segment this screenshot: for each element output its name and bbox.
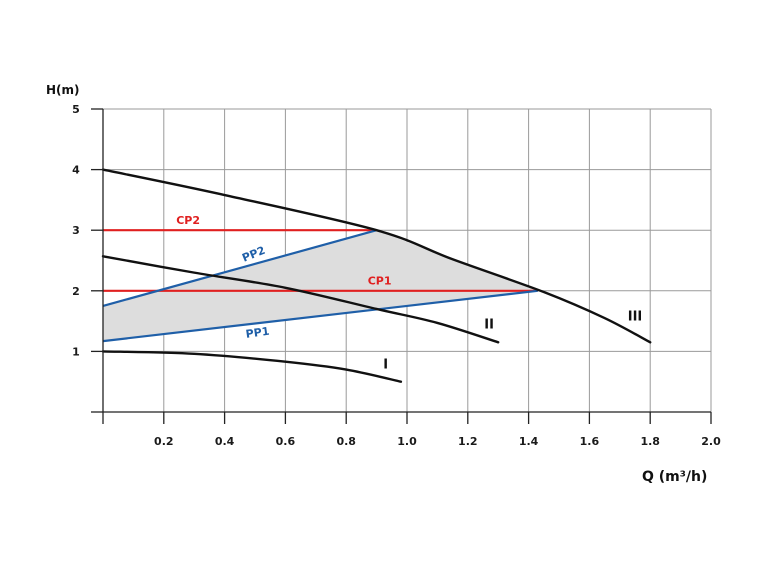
y-tick-label: 1 bbox=[72, 345, 80, 358]
x-axis-title: Q (m³/h) bbox=[642, 469, 707, 485]
curve-i bbox=[101, 350, 403, 383]
curve-label-iii: III bbox=[628, 309, 643, 324]
x-tick-label: 0.4 bbox=[215, 435, 235, 448]
line-label-cp1: CP1 bbox=[368, 275, 392, 288]
y-tick-label: 2 bbox=[72, 285, 80, 298]
x-tick-label: 1.4 bbox=[519, 435, 539, 448]
control-line-pp2 bbox=[102, 229, 377, 308]
y-tick-label: 5 bbox=[72, 103, 80, 116]
tick-labels: 0.2 0.4 0.6 0.8 1.0 1.2 1.4 1.6 1.8 2.0 1 2 3 4 5 bbox=[72, 103, 721, 448]
y-axis-title: H(m) bbox=[46, 83, 80, 97]
x-tick-label: 0.2 bbox=[154, 435, 174, 448]
x-tick-label: 0.6 bbox=[276, 435, 296, 448]
x-tick-label: 1.2 bbox=[458, 435, 478, 448]
y-tick-label: 3 bbox=[72, 224, 80, 237]
control-line-pp1 bbox=[102, 289, 538, 343]
x-tick-label: 1.6 bbox=[580, 435, 600, 448]
shaded-region bbox=[103, 230, 538, 342]
y-tick-label: 4 bbox=[72, 164, 80, 177]
line-label-cp2: CP2 bbox=[176, 214, 200, 227]
curve-label-i: I bbox=[383, 357, 388, 372]
x-tick-label: 1.0 bbox=[397, 435, 417, 448]
operating-area bbox=[103, 230, 538, 342]
x-tick-label: 2.0 bbox=[701, 435, 721, 448]
axes bbox=[91, 108, 712, 424]
x-tick-label: 0.8 bbox=[336, 435, 356, 448]
x-tick-label: 1.8 bbox=[640, 435, 660, 448]
curve-label-ii: II bbox=[484, 317, 494, 332]
curve-iii bbox=[101, 168, 652, 344]
pump-curves bbox=[101, 168, 652, 383]
line-label-pp1: PP1 bbox=[245, 325, 270, 341]
curve-ii bbox=[101, 255, 500, 344]
control-lines bbox=[102, 229, 538, 343]
